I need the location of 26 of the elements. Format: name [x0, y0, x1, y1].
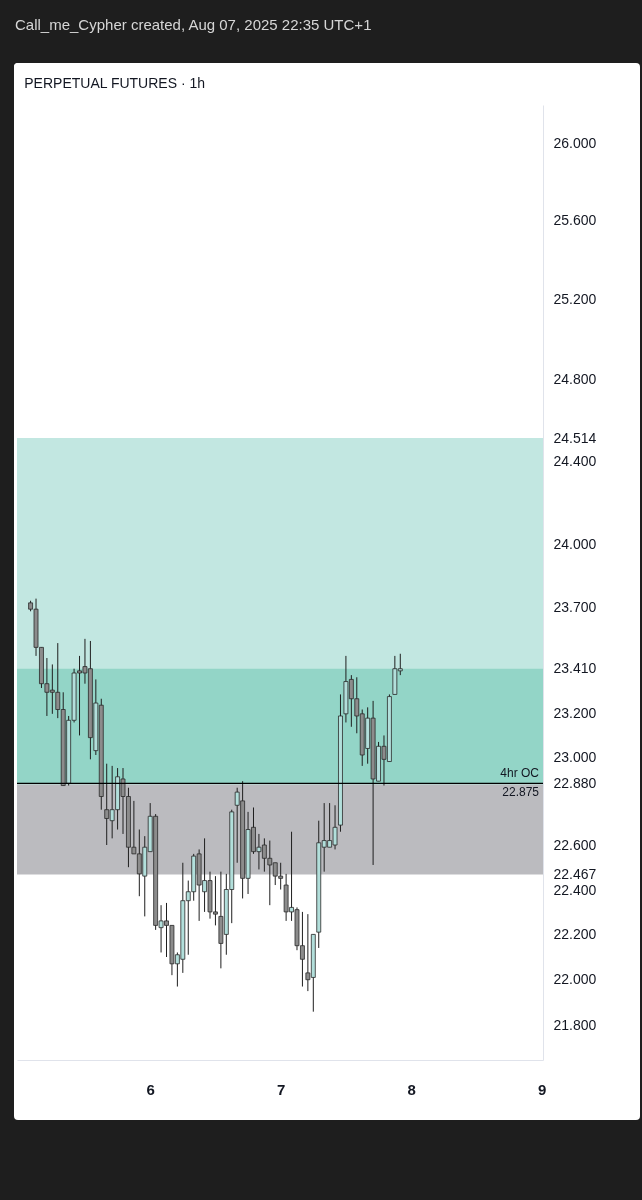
chart-title: PERPETUAL FUTURES · 1h: [24, 75, 206, 91]
y-tick-label: 23.200: [553, 705, 597, 722]
y-tick-label: 22.000: [553, 971, 597, 988]
y-tick-label: 22.400: [553, 882, 597, 899]
x-tick-label: 6: [146, 1080, 155, 1098]
y-tick-label: 23.700: [553, 598, 597, 615]
y-tick-label: 22.467: [553, 866, 597, 883]
x-tick-label: 8: [407, 1080, 416, 1098]
y-tick-label: 26.000: [553, 134, 597, 151]
y-tick-label: 23.410: [553, 660, 597, 677]
y-tick-label: 22.880: [553, 774, 597, 791]
y-tick-label: 24.000: [553, 535, 597, 552]
y-tick-label: 22.600: [553, 836, 597, 853]
x-tick-label: 7: [277, 1080, 286, 1098]
y-tick-label: 24.514: [553, 429, 597, 446]
y-tick-label: 23.000: [553, 748, 597, 765]
y-tick-label: 25.200: [553, 291, 597, 308]
ref-line-label: 4hr OC: [500, 766, 540, 781]
band-label: 22.875: [502, 785, 540, 800]
y-tick-label: 24.800: [553, 371, 597, 388]
x-tick-label: 9: [537, 1080, 547, 1098]
y-tick-label: 22.200: [553, 925, 597, 942]
y-tick-label: 21.800: [553, 1016, 597, 1033]
y-tick-label: 25.600: [553, 212, 597, 229]
text: Call_me_Cypher created, Aug 07, 2025 22:35 UTC+1: [15, 15, 373, 35]
y-tick-label: 24.400: [553, 452, 597, 469]
